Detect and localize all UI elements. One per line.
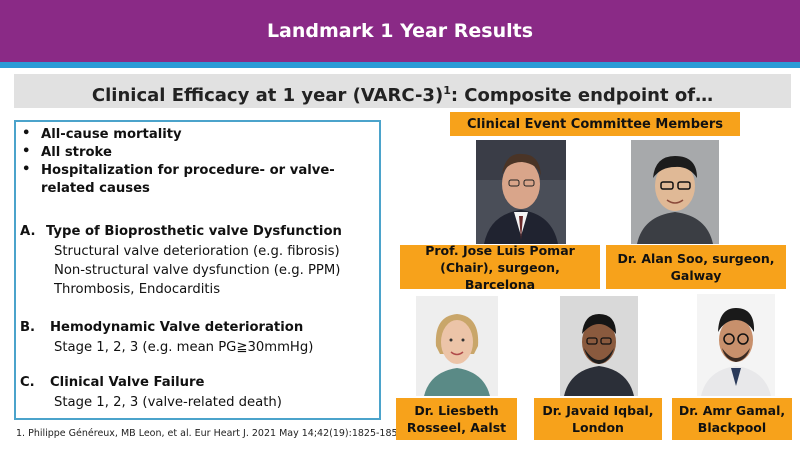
bullet-icon: • [22,126,31,141]
member-name: Dr. Liesbeth [414,403,499,418]
section-item: Thrombosis, Endocarditis [54,282,221,297]
endpoint-box: • All-cause mortality • All stroke • Hos… [14,120,381,420]
member-photo-gamal [697,294,775,396]
member-label-iqbal: Dr. Javaid Iqbal, London [534,398,662,440]
slide-title: Landmark 1 Year Results [0,0,800,62]
section-heading: Clinical Valve Failure [50,375,205,390]
subtitle-suffix: : Composite endpoint of… [450,85,714,106]
member-role: (Chair), surgeon, Barcelona [440,259,560,292]
subtitle-footnote-ref: 1 [443,84,451,97]
section-item: Stage 1, 2, 3 (e.g. mean PG≧30mmHg) [54,340,314,355]
member-label-pomar: Prof. Jose Luis Pomar (Chair), surgeon, B… [400,242,600,292]
member-photo-iqbal [560,296,638,396]
section-item: Stage 1, 2, 3 (valve-related death) [54,395,282,410]
member-photo-pomar [476,140,566,244]
bullet-icon: • [22,162,31,177]
section-heading: Type of Bioprosthetic valve Dysfunction [46,224,342,239]
member-name: Dr. Amr Gamal, [678,403,786,418]
endpoint-text: All stroke [41,145,112,160]
member-photo-soo [631,140,719,244]
member-name: Dr. Alan Soo, surgeon, [617,251,775,266]
subtitle-bar: Clinical Efficacy at 1 year (VARC-3)1: C… [14,74,791,108]
bullet-icon: • [22,144,31,159]
endpoint-text: All-cause mortality [41,127,182,142]
member-label-soo: Dr. Alan Soo, surgeon, Galway [606,245,786,289]
committee-title: Clinical Event Committee Members [450,112,740,136]
member-role: Blackpool [697,420,767,435]
member-name: Dr. Javaid Iqbal, [542,403,654,418]
member-label-gamal: Dr. Amr Gamal, Blackpool [672,398,792,440]
footnote: 1. Philippe Généreux, MB Leon, et al. Eu… [16,428,407,439]
member-role: Rosseel, Aalst [406,420,507,435]
endpoint-text: Hospitalization for procedure- or valve-… [41,163,335,196]
subtitle-text: Clinical Efficacy at 1 year (VARC-3) [91,85,444,106]
member-photo-rosseel [416,296,498,396]
member-role: London [572,420,624,435]
section-heading: Hemodynamic Valve deterioration [50,320,304,335]
member-label-rosseel: Dr. Liesbeth Rosseel, Aalst [396,398,517,440]
section-letter: C. [20,375,35,390]
section-item: Non-structural valve dysfunction (e.g. P… [54,263,341,278]
section-letter: B. [20,320,36,335]
title-divider [0,62,800,68]
section-letter: A. [20,224,36,239]
member-role: Galway [670,268,722,283]
member-name: Prof. Jose Luis Pomar [425,242,575,258]
section-item: Structural valve deterioration (e.g. fib… [54,244,340,259]
